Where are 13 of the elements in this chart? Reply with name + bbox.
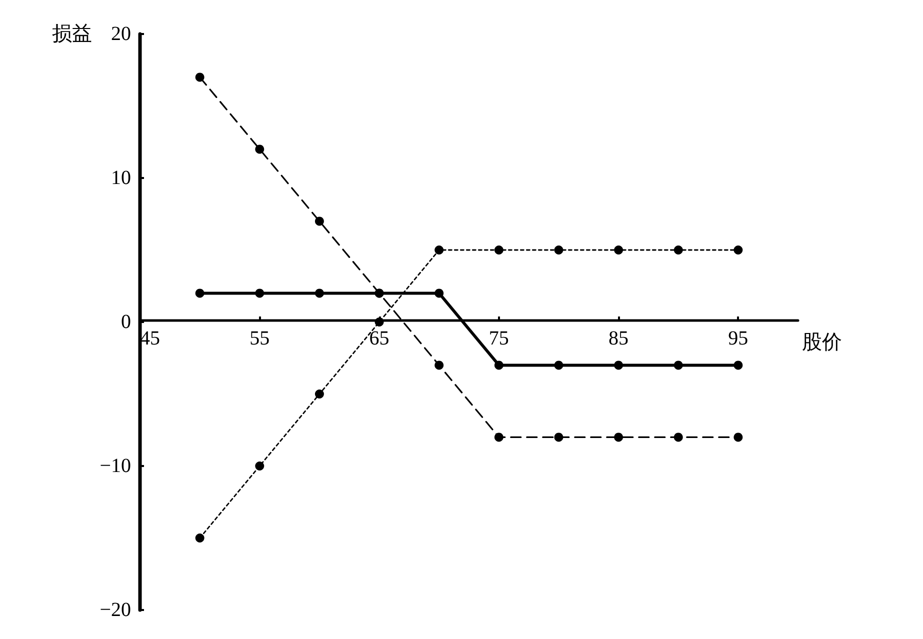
x-tick-label: 65: [369, 328, 390, 350]
y-tick-label: −20: [100, 599, 131, 621]
y-axis-title: 损益: [52, 23, 92, 45]
y-tick-label: −10: [100, 455, 131, 477]
x-tick-label: 45: [140, 328, 160, 350]
y-tick-label: 20: [111, 23, 131, 45]
x-tick-label: 75: [488, 328, 509, 350]
x-tick-label: 85: [608, 328, 629, 350]
x-tick-label: 95: [728, 328, 748, 350]
y-tick-label: 0: [121, 311, 131, 333]
y-tick-label: 10: [111, 167, 131, 189]
x-axis-title: 股价: [802, 332, 842, 354]
x-tick-label: 55: [250, 328, 270, 350]
